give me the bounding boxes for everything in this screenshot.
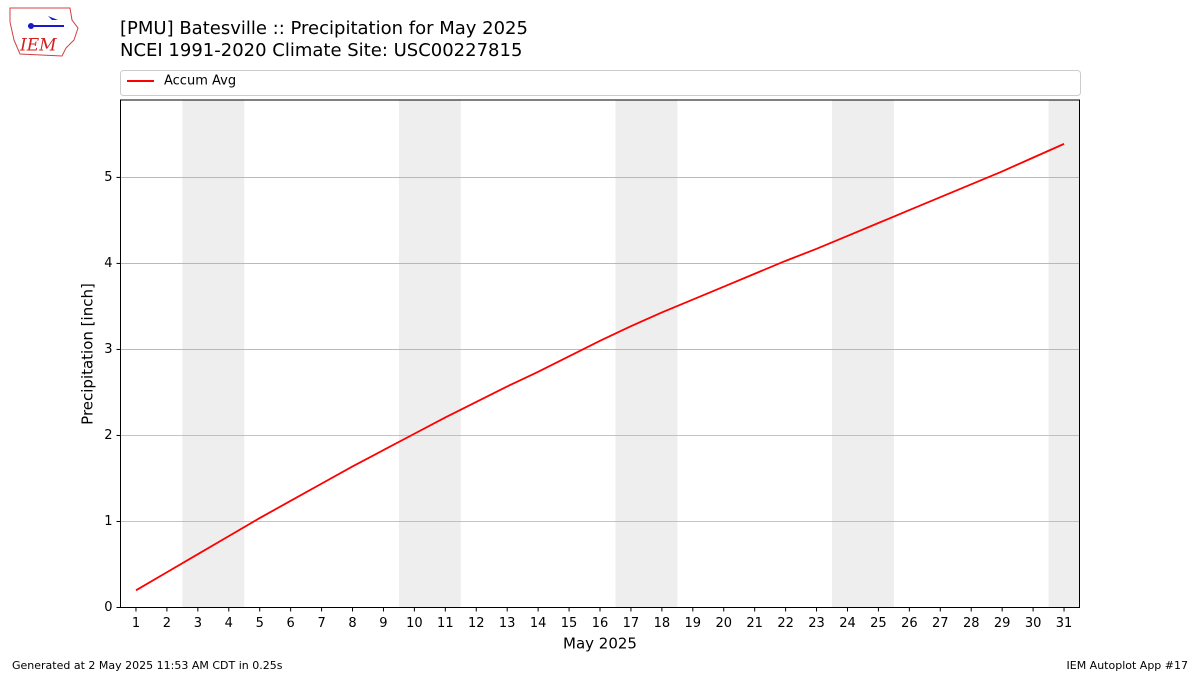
x-tick-label: 7 bbox=[317, 616, 325, 631]
y-tick-label: 5 bbox=[104, 170, 112, 185]
chart-subtitle: NCEI 1991-2020 Climate Site: USC00227815 bbox=[120, 40, 522, 61]
weekend-shade bbox=[398, 100, 461, 608]
x-tick-label: 26 bbox=[901, 616, 918, 631]
y-tick-label: 3 bbox=[104, 342, 112, 357]
x-tick-label: 25 bbox=[870, 616, 887, 631]
logo: IEM bbox=[9, 7, 79, 57]
x-tick-label: 23 bbox=[808, 616, 825, 631]
series-line bbox=[135, 143, 1065, 592]
footer-left: Generated at 2 May 2025 11:53 AM CDT in … bbox=[12, 659, 283, 672]
x-tick-label: 20 bbox=[715, 616, 732, 631]
y-axis-label: Precipitation [inch] bbox=[79, 283, 97, 425]
weekend-shade bbox=[182, 100, 245, 608]
x-tick-label: 14 bbox=[530, 616, 547, 631]
x-tick-label: 22 bbox=[777, 616, 794, 631]
y-tick-label: 1 bbox=[104, 514, 112, 529]
x-tick-label: 15 bbox=[561, 616, 578, 631]
legend-label: Accum Avg bbox=[164, 74, 236, 89]
y-tick-label: 4 bbox=[104, 256, 112, 271]
y-tick-label: 2 bbox=[104, 428, 112, 443]
logo-text: IEM bbox=[19, 36, 57, 56]
footer-right: IEM Autoplot App #17 bbox=[1067, 659, 1189, 672]
x-tick-label: 2 bbox=[163, 616, 171, 631]
x-tick-label: 30 bbox=[1025, 616, 1042, 631]
x-tick-label: 29 bbox=[994, 616, 1011, 631]
weekend-shade bbox=[832, 100, 894, 608]
x-tick-label: 27 bbox=[932, 616, 949, 631]
x-tick-label: 18 bbox=[654, 616, 671, 631]
x-tick-label: 16 bbox=[592, 616, 609, 631]
x-tick-label: 28 bbox=[963, 616, 980, 631]
legend-box bbox=[120, 70, 1081, 96]
x-tick-label: 6 bbox=[287, 616, 295, 631]
x-tick-label: 4 bbox=[225, 616, 233, 631]
y-tick-label: 0 bbox=[104, 600, 112, 615]
x-tick-label: 21 bbox=[746, 616, 763, 631]
weekend-shade bbox=[615, 100, 678, 608]
plot-frame bbox=[120, 99, 1080, 608]
x-tick-label: 12 bbox=[468, 616, 485, 631]
x-tick-label: 8 bbox=[348, 616, 356, 631]
weekend-shade bbox=[1048, 100, 1080, 608]
x-tick-label: 5 bbox=[256, 616, 264, 631]
x-tick-label: 1 bbox=[132, 616, 140, 631]
x-tick-label: 3 bbox=[194, 616, 202, 631]
x-tick-label: 9 bbox=[379, 616, 387, 631]
x-tick-label: 17 bbox=[623, 616, 640, 631]
x-tick-label: 13 bbox=[499, 616, 516, 631]
x-tick-label: 24 bbox=[839, 616, 856, 631]
chart-title: [PMU] Batesville :: Precipitation for Ma… bbox=[120, 18, 528, 39]
x-tick-label: 31 bbox=[1056, 616, 1073, 631]
x-tick-label: 10 bbox=[406, 616, 423, 631]
x-tick-label: 11 bbox=[437, 616, 454, 631]
x-axis-label: May 2025 bbox=[563, 635, 637, 653]
x-tick-label: 19 bbox=[685, 616, 702, 631]
